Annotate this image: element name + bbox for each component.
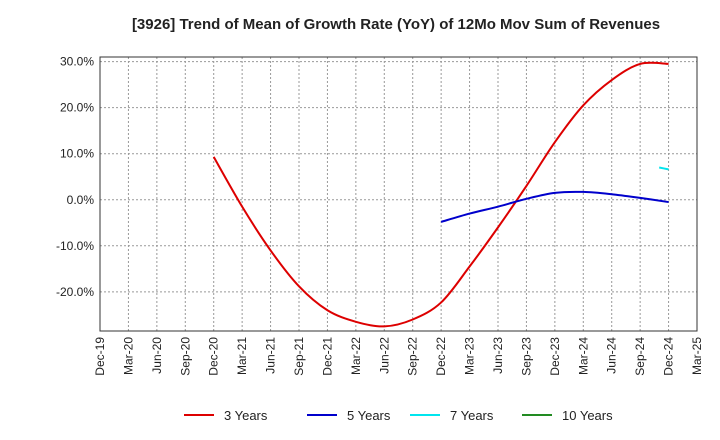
x-tick-label: Sep-21 [292, 337, 306, 376]
series-line-5-years [440, 190, 669, 223]
x-tick-label: Mar-21 [235, 337, 249, 375]
x-tick-label: Dec-20 [207, 337, 221, 376]
x-tick-label: Sep-22 [406, 337, 420, 376]
series-group [212, 61, 669, 328]
legend-label-7-years: 7 Years [450, 408, 494, 423]
series-line-3-years [212, 61, 669, 328]
x-tick-label: Dec-23 [548, 337, 562, 376]
legend-label-10-years: 10 Years [562, 408, 613, 423]
y-tick-label: -20.0% [56, 285, 94, 299]
y-tick-label: -10.0% [56, 239, 94, 253]
series-line-7-years [658, 166, 669, 171]
y-tick-label: 30.0% [60, 55, 94, 69]
x-tick-label: Sep-23 [519, 337, 533, 376]
y-tick-label: 0.0% [67, 193, 95, 207]
legend-label-5-years: 5 Years [347, 408, 391, 423]
x-tick-label: Sep-20 [178, 337, 192, 376]
x-tick-label: Sep-24 [633, 337, 647, 376]
x-tick-label: Jun-22 [377, 337, 391, 374]
chart-title: [3926] Trend of Mean of Growth Rate (YoY… [132, 16, 660, 33]
y-axis: 30.0% 20.0% 10.0% 0.0% -10.0% -20.0% [56, 55, 94, 299]
legend-label-3-years: 3 Years [224, 408, 268, 423]
y-tick-label: 10.0% [60, 147, 94, 161]
x-axis: Dec-19 Mar-20 Jun-20 Sep-20 Dec-20 Mar-21 Jun-… [93, 337, 704, 376]
x-tick-label: Mar-23 [463, 337, 477, 375]
x-tick-label: Jun-21 [264, 337, 278, 374]
x-tick-label: Dec-22 [434, 337, 448, 376]
x-tick-label: Mar-25 [690, 337, 704, 375]
x-tick-label: Dec-24 [662, 337, 676, 376]
x-tick-label: Jun-23 [491, 337, 505, 374]
x-tick-label: Mar-22 [349, 337, 363, 375]
x-tick-label: Jun-24 [605, 337, 619, 374]
x-tick-label: Dec-19 [93, 337, 107, 376]
x-tick-label: Jun-20 [150, 337, 164, 374]
y-tick-label: 20.0% [60, 101, 94, 115]
x-tick-label: Dec-21 [320, 337, 334, 376]
x-tick-label: Mar-20 [121, 337, 135, 375]
plot-frame [99, 56, 698, 332]
legend: 3 Years 5 Years 7 Years 10 Years [184, 408, 613, 423]
x-tick-label: Mar-24 [576, 337, 590, 375]
